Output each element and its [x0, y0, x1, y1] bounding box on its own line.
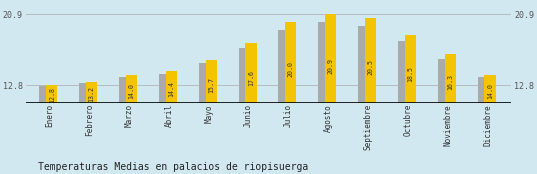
Bar: [405, 35, 416, 103]
Bar: [245, 43, 257, 103]
Bar: [159, 74, 176, 103]
Bar: [279, 30, 295, 103]
Text: 12.8: 12.8: [49, 87, 55, 103]
Text: 14.0: 14.0: [128, 83, 134, 99]
Bar: [86, 82, 97, 103]
Bar: [199, 64, 215, 103]
Text: 20.5: 20.5: [367, 59, 373, 75]
Bar: [40, 86, 56, 103]
Bar: [358, 26, 375, 103]
Text: 18.5: 18.5: [407, 66, 413, 82]
Text: 15.7: 15.7: [208, 77, 214, 93]
Bar: [438, 59, 454, 103]
Bar: [126, 75, 137, 103]
Bar: [206, 60, 217, 103]
Text: 16.3: 16.3: [447, 74, 453, 90]
Bar: [365, 18, 376, 103]
Text: Temperaturas Medias en palacios de riopisuerga: Temperaturas Medias en palacios de riopi…: [38, 162, 308, 172]
Bar: [318, 22, 335, 103]
Bar: [445, 54, 456, 103]
Bar: [477, 77, 495, 103]
Bar: [484, 75, 496, 103]
Text: 13.2: 13.2: [89, 86, 95, 102]
Bar: [46, 85, 57, 103]
Bar: [285, 22, 296, 103]
Text: 14.4: 14.4: [168, 81, 175, 97]
Text: 14.0: 14.0: [487, 83, 493, 99]
Bar: [166, 71, 177, 103]
Text: 20.9: 20.9: [328, 58, 333, 74]
Bar: [119, 77, 136, 103]
Text: 20.0: 20.0: [288, 61, 294, 77]
Text: 17.6: 17.6: [248, 70, 254, 86]
Bar: [79, 83, 96, 103]
Bar: [398, 41, 415, 103]
Bar: [325, 14, 336, 103]
Bar: [238, 48, 256, 103]
